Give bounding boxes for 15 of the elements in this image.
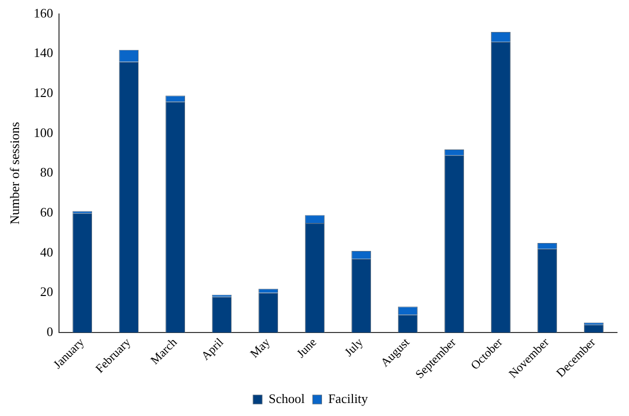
x-tick-label: July — [342, 335, 366, 360]
x-tick-label: June — [294, 335, 320, 361]
y-tick-label: 140 — [34, 45, 54, 60]
y-tick-label: 20 — [40, 284, 54, 300]
y-tick-label: 80 — [40, 164, 54, 180]
x-tick-label: May — [247, 335, 273, 361]
y-axis-title: Number of sessions — [7, 122, 22, 225]
legend-label: School — [268, 390, 306, 406]
y-tick-label: 60 — [40, 204, 54, 220]
y-tick-label: 160 — [34, 5, 54, 20]
y-tick-label: 40 — [40, 244, 54, 260]
legend-label: Facility — [328, 390, 368, 406]
y-tick-label: 120 — [34, 85, 54, 100]
y-tick-label: 0 — [46, 324, 54, 339]
y-tick-label: 100 — [34, 124, 54, 140]
